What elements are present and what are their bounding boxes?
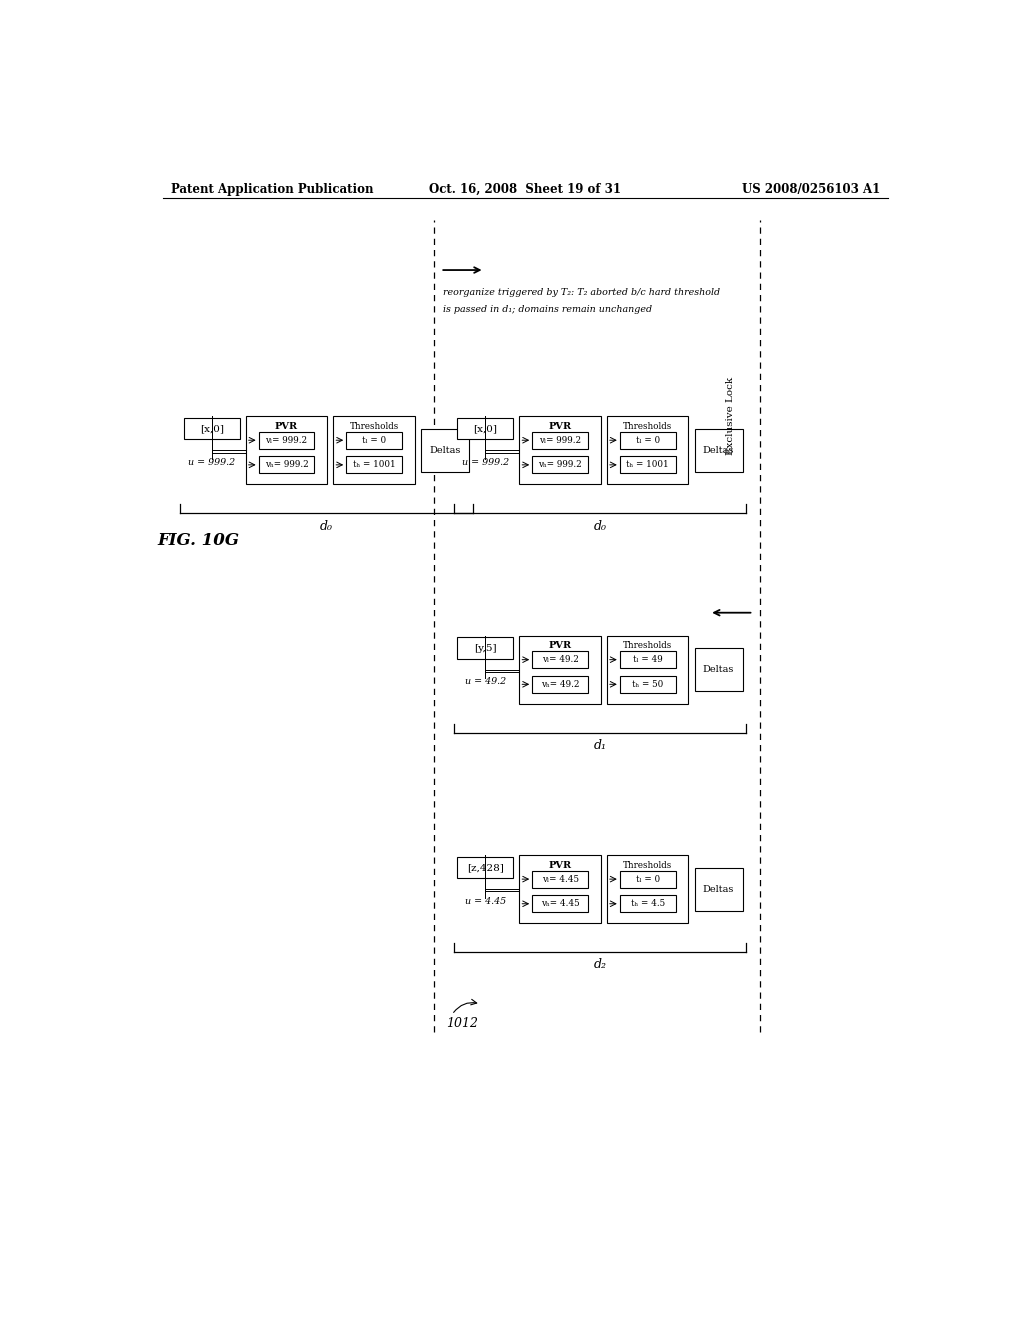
Bar: [532, 432, 588, 449]
Bar: [259, 432, 314, 449]
Bar: [532, 895, 588, 912]
Text: vₕ= 999.2: vₕ= 999.2: [264, 461, 308, 470]
Text: Oct. 16, 2008  Sheet 19 of 31: Oct. 16, 2008 Sheet 19 of 31: [429, 183, 621, 197]
Bar: [620, 895, 676, 912]
Text: Deltas: Deltas: [702, 884, 734, 894]
Bar: [346, 432, 402, 449]
Bar: [607, 636, 688, 704]
Bar: [620, 651, 676, 668]
Text: tₗ = 0: tₗ = 0: [362, 436, 386, 445]
Bar: [458, 857, 513, 878]
Text: [y,5]: [y,5]: [474, 644, 497, 652]
Bar: [183, 418, 240, 440]
Text: PVR: PVR: [549, 642, 571, 651]
Bar: [620, 676, 676, 693]
Text: is passed in d₁; domains remain unchanged: is passed in d₁; domains remain unchange…: [443, 305, 652, 314]
Text: u = 4.45: u = 4.45: [465, 898, 506, 906]
Text: Thresholds: Thresholds: [623, 642, 673, 651]
Text: d₂: d₂: [594, 958, 606, 972]
Text: d₀: d₀: [319, 520, 333, 532]
Bar: [334, 416, 415, 484]
Bar: [694, 429, 742, 471]
Bar: [458, 418, 513, 440]
Bar: [607, 416, 688, 484]
Text: Deltas: Deltas: [702, 665, 734, 675]
Bar: [532, 651, 588, 668]
Text: vₗ= 999.2: vₗ= 999.2: [265, 436, 307, 445]
Text: Deltas: Deltas: [702, 446, 734, 454]
Bar: [694, 867, 742, 911]
Text: PVR: PVR: [549, 422, 571, 430]
Text: Exclusive Lock: Exclusive Lock: [726, 378, 734, 455]
Text: Deltas: Deltas: [429, 446, 461, 454]
Text: 1012: 1012: [445, 1016, 478, 1030]
Text: vₗ= 49.2: vₗ= 49.2: [542, 655, 579, 664]
Bar: [694, 648, 742, 692]
Text: vₕ= 999.2: vₕ= 999.2: [539, 461, 582, 470]
Text: u = 999.2: u = 999.2: [188, 458, 236, 467]
Text: reorganize triggered by T₂: T₂ aborted b/c hard threshold: reorganize triggered by T₂: T₂ aborted b…: [443, 288, 721, 297]
Text: tₗ = 49: tₗ = 49: [633, 655, 663, 664]
Text: [z,428]: [z,428]: [467, 863, 504, 873]
Bar: [620, 457, 676, 474]
Text: tₕ = 1001: tₕ = 1001: [352, 461, 395, 470]
Bar: [532, 676, 588, 693]
Text: PVR: PVR: [274, 422, 298, 430]
Text: US 2008/0256103 A1: US 2008/0256103 A1: [741, 183, 880, 197]
Text: tₕ = 50: tₕ = 50: [632, 680, 664, 689]
Bar: [519, 416, 601, 484]
Text: FIG. 10G: FIG. 10G: [158, 532, 240, 549]
Bar: [519, 855, 601, 923]
Text: Thresholds: Thresholds: [623, 422, 673, 430]
Text: Thresholds: Thresholds: [349, 422, 398, 430]
Text: vₗ= 999.2: vₗ= 999.2: [539, 436, 582, 445]
Text: Thresholds: Thresholds: [623, 861, 673, 870]
Bar: [458, 638, 513, 659]
Text: d₁: d₁: [594, 739, 606, 752]
Text: u = 999.2: u = 999.2: [462, 458, 509, 467]
Text: PVR: PVR: [549, 861, 571, 870]
Text: Patent Application Publication: Patent Application Publication: [171, 183, 373, 197]
Text: vₕ= 49.2: vₕ= 49.2: [541, 680, 580, 689]
Text: vₕ= 4.45: vₕ= 4.45: [541, 899, 580, 908]
Text: tₕ = 4.5: tₕ = 4.5: [631, 899, 665, 908]
Text: vₗ= 4.45: vₗ= 4.45: [542, 875, 579, 883]
Bar: [346, 457, 402, 474]
Bar: [421, 429, 469, 471]
Bar: [519, 636, 601, 704]
Text: tₕ = 1001: tₕ = 1001: [627, 461, 669, 470]
Text: tₗ = 0: tₗ = 0: [636, 875, 659, 883]
Bar: [246, 416, 328, 484]
Bar: [607, 855, 688, 923]
Bar: [532, 457, 588, 474]
Text: [x,0]: [x,0]: [200, 424, 223, 433]
Text: tₗ = 0: tₗ = 0: [636, 436, 659, 445]
Bar: [620, 432, 676, 449]
Text: [x,0]: [x,0]: [473, 424, 498, 433]
Bar: [620, 871, 676, 887]
Text: d₀: d₀: [594, 520, 606, 532]
Bar: [532, 871, 588, 887]
Bar: [259, 457, 314, 474]
Text: u = 49.2: u = 49.2: [465, 677, 506, 686]
